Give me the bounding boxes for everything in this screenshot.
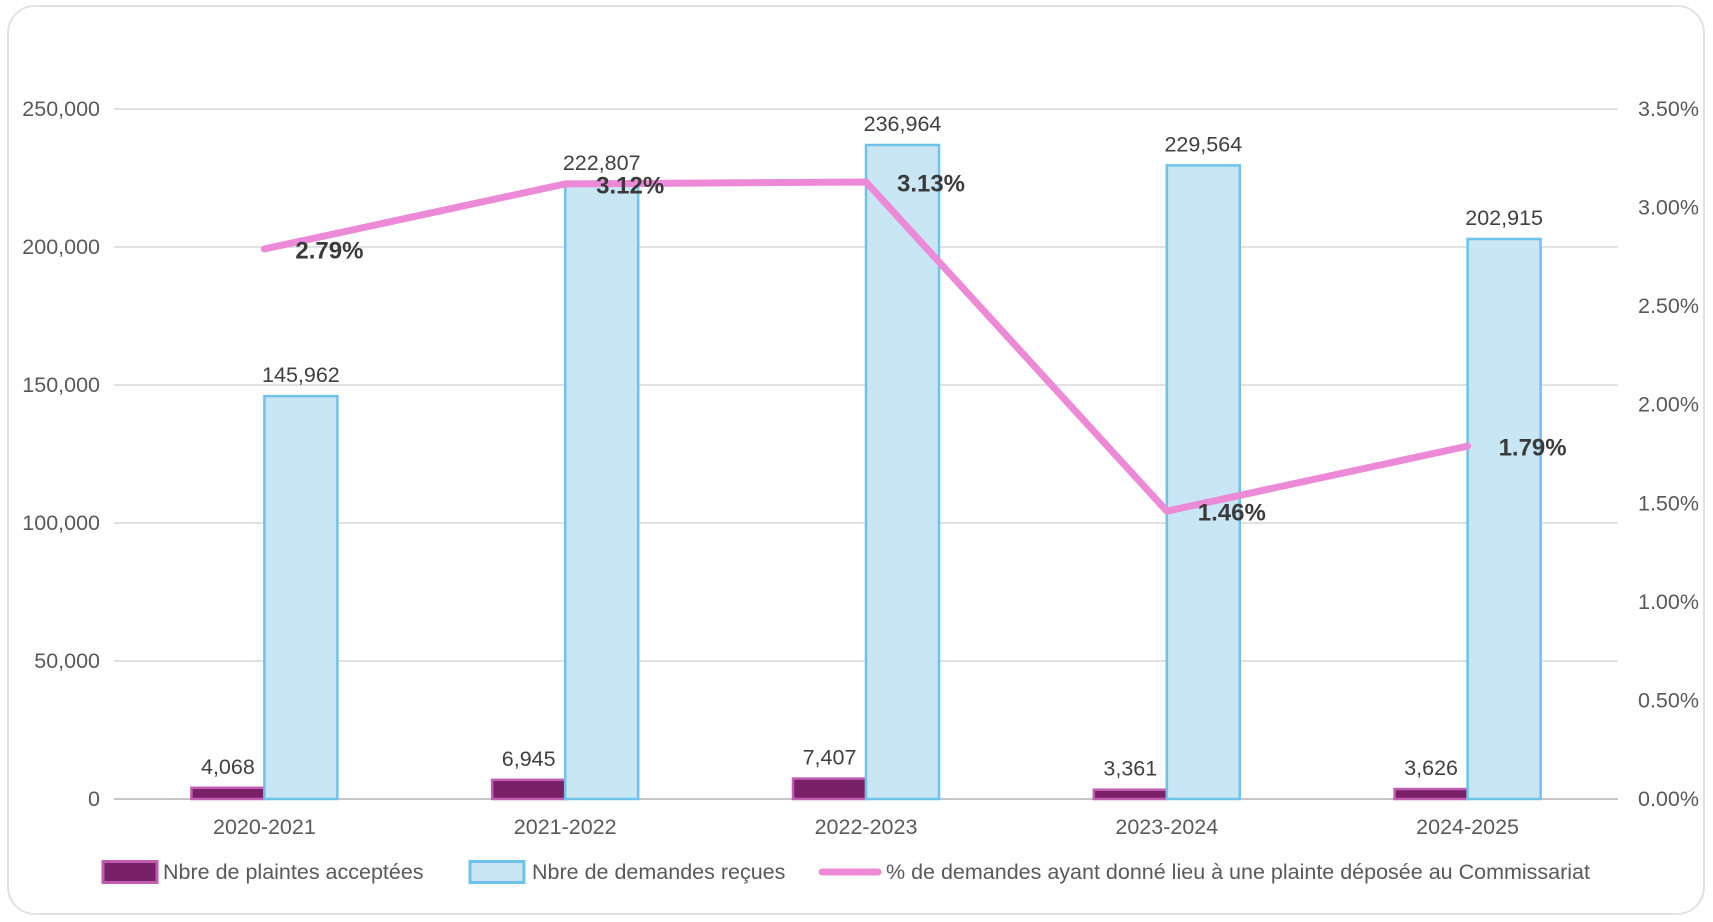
bar-plaintes <box>1092 788 1169 801</box>
line-data-label: 1.79% <box>1499 435 1567 462</box>
line-data-label: 1.46% <box>1198 500 1266 527</box>
line-data-label: 3.12% <box>596 172 664 199</box>
bar-data-label: 145,962 <box>262 363 340 387</box>
x-axis-category-label: 2021-2022 <box>514 815 617 839</box>
right-axis-tick-label: 0.00% <box>1638 787 1699 811</box>
percentage-line <box>260 178 1472 515</box>
legend-swatch-plaintes <box>101 860 159 884</box>
legend-label-plaintes: Nbre de plaintes acceptées <box>163 860 424 884</box>
bar-data-label: 222,807 <box>563 151 641 175</box>
x-axis-category-label: 2022-2023 <box>815 815 918 839</box>
bar-data-label: 6,945 <box>502 747 556 771</box>
bar-plaintes <box>190 786 266 801</box>
legend-label-demandes: Nbre de demandes reçues <box>532 860 785 884</box>
bar-plaintes <box>490 778 567 801</box>
left-axis-tick-label: 250,000 <box>22 97 100 121</box>
right-axis-tick-label: 3.00% <box>1638 196 1699 220</box>
bar-data-label: 7,407 <box>803 746 857 770</box>
x-axis-category-label: 2020-2021 <box>213 815 316 839</box>
right-axis-tick-label: 0.50% <box>1638 688 1699 712</box>
bar-data-label: 3,361 <box>1103 757 1157 781</box>
right-axis-tick-label: 2.00% <box>1638 393 1699 417</box>
legend-swatch-demandes <box>468 860 526 884</box>
bar-plaintes <box>1393 787 1469 801</box>
bar-demandes <box>1165 164 1242 801</box>
bar-demandes <box>263 394 339 801</box>
right-axis-tick-label: 2.50% <box>1638 294 1699 318</box>
line-data-label: 2.79% <box>295 237 363 264</box>
bar-demandes <box>563 182 640 801</box>
legend-label-percentage: % de demandes ayant donné lieu à une pla… <box>886 860 1590 884</box>
bar-data-label: 229,564 <box>1164 132 1242 156</box>
x-axis-category-label: 2023-2024 <box>1115 815 1218 839</box>
right-axis-tick-label: 1.50% <box>1638 491 1699 515</box>
left-axis-tick-label: 50,000 <box>34 649 100 673</box>
bar-data-label: 4,068 <box>201 755 255 779</box>
left-axis-tick-label: 200,000 <box>22 235 100 259</box>
left-axis-tick-label: 150,000 <box>22 373 100 397</box>
bar-demandes <box>864 143 941 801</box>
left-axis-tick-label: 0 <box>88 787 100 811</box>
x-axis-category-label: 2024-2025 <box>1416 815 1519 839</box>
right-axis-tick-label: 3.50% <box>1638 97 1699 121</box>
bar-data-label: 3,626 <box>1404 756 1458 780</box>
bar-demandes <box>1466 237 1542 801</box>
right-axis-tick-label: 1.00% <box>1638 590 1699 614</box>
bar-data-label: 202,915 <box>1465 206 1543 230</box>
left-axis-tick-label: 100,000 <box>22 511 100 535</box>
bar-data-label: 236,964 <box>864 112 942 136</box>
line-data-label: 3.13% <box>897 170 965 197</box>
bar-plaintes <box>791 777 868 801</box>
